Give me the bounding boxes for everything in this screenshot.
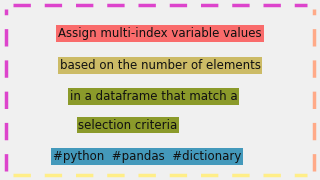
Text: selection criteria: selection criteria — [78, 119, 178, 132]
Text: based on the number of elements: based on the number of elements — [60, 59, 260, 72]
Text: #python  #pandas  #dictionary: #python #pandas #dictionary — [53, 150, 241, 163]
Text: in a dataframe that match a: in a dataframe that match a — [70, 90, 237, 103]
Text: Assign multi-index variable values: Assign multi-index variable values — [58, 27, 262, 40]
